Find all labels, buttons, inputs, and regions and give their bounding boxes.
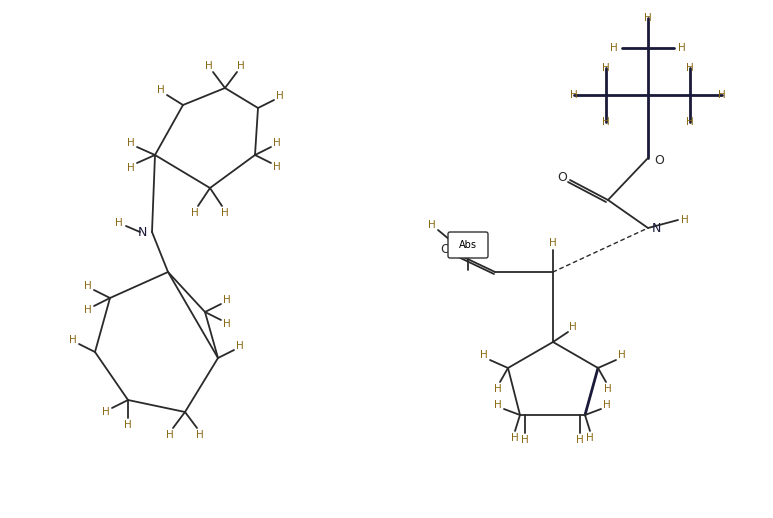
Text: H: H <box>127 138 135 148</box>
Text: H: H <box>602 63 610 73</box>
Text: H: H <box>718 90 726 100</box>
Text: H: H <box>570 90 578 100</box>
Text: H: H <box>115 218 123 228</box>
Text: H: H <box>84 281 92 291</box>
Text: H: H <box>686 63 694 73</box>
Text: O: O <box>654 153 664 166</box>
Text: H: H <box>644 13 652 23</box>
Text: H: H <box>549 238 557 248</box>
Text: H: H <box>610 43 618 53</box>
Text: H: H <box>84 305 92 315</box>
Text: H: H <box>127 163 135 173</box>
Text: H: H <box>237 61 245 71</box>
Text: Abs: Abs <box>459 240 477 250</box>
Text: H: H <box>521 435 529 445</box>
Text: H: H <box>480 350 488 360</box>
Text: H: H <box>223 295 231 305</box>
Text: H: H <box>576 435 584 445</box>
Text: H: H <box>276 91 284 101</box>
Text: O: O <box>557 170 567 183</box>
Text: N: N <box>138 225 147 238</box>
Text: N: N <box>652 222 661 235</box>
Text: H: H <box>586 433 594 443</box>
Text: H: H <box>618 350 626 360</box>
Text: H: H <box>603 400 611 410</box>
Text: H: H <box>686 117 694 127</box>
Text: H: H <box>273 162 281 172</box>
Text: H: H <box>604 384 612 394</box>
Text: H: H <box>205 61 213 71</box>
Text: H: H <box>569 322 577 332</box>
Text: H: H <box>681 215 689 225</box>
Text: H: H <box>221 208 229 218</box>
Text: H: H <box>191 208 199 218</box>
Text: H: H <box>196 430 204 440</box>
Text: H: H <box>223 319 231 329</box>
Text: H: H <box>428 220 436 230</box>
Text: H: H <box>124 420 132 430</box>
Text: H: H <box>273 138 281 148</box>
Text: H: H <box>236 341 243 351</box>
Text: O: O <box>440 242 450 255</box>
Text: H: H <box>166 430 174 440</box>
Text: H: H <box>602 117 610 127</box>
Text: H: H <box>157 85 165 95</box>
Text: H: H <box>494 384 502 394</box>
Text: H: H <box>678 43 686 53</box>
Text: H: H <box>494 400 502 410</box>
Text: H: H <box>69 335 77 345</box>
Text: H: H <box>102 407 110 417</box>
FancyBboxPatch shape <box>448 232 488 258</box>
Text: H: H <box>511 433 519 443</box>
